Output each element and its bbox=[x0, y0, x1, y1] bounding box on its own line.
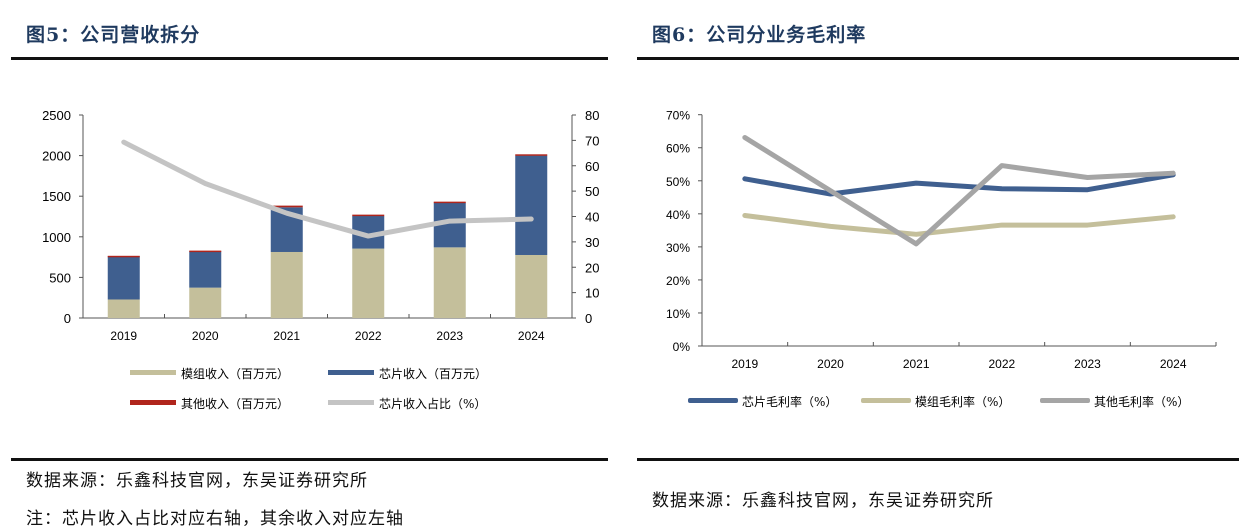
right-y-tick-label: 80 bbox=[585, 108, 599, 123]
right-y-tick-label: 30 bbox=[585, 235, 599, 250]
legend-label-chip-margin: 芯片毛利率（%） bbox=[742, 394, 837, 409]
chip-share-line bbox=[124, 142, 532, 236]
left-source-text: 数据来源：乐鑫科技官网，东吴证券研究所 bbox=[26, 466, 368, 491]
legend-swatch-chip-margin bbox=[688, 398, 738, 403]
bar-module-2020 bbox=[189, 288, 221, 318]
x-tick-label: 2024 bbox=[1160, 357, 1187, 371]
x-tick-label: 2019 bbox=[731, 357, 758, 371]
legend-swatch-1 bbox=[328, 370, 374, 375]
bar-module-2021 bbox=[271, 252, 303, 318]
bar-other-2022 bbox=[352, 215, 384, 217]
y-tick-label: 20% bbox=[666, 274, 690, 288]
bar-other-2024 bbox=[515, 154, 547, 156]
right-y-tick-label: 50 bbox=[585, 184, 599, 199]
left-note-text: 注：芯片收入占比对应右轴，其余收入对应左轴 bbox=[26, 504, 404, 529]
right-y-tick-label: 70 bbox=[585, 133, 599, 148]
bar-other-2020 bbox=[189, 251, 221, 253]
x-tick-label: 2024 bbox=[518, 329, 545, 343]
x-tick-label: 2020 bbox=[192, 329, 219, 343]
left-y-tick-label: 2500 bbox=[42, 108, 71, 123]
y-tick-label: 40% bbox=[666, 208, 690, 222]
left-source-rule bbox=[11, 458, 608, 461]
x-tick-label: 2019 bbox=[110, 329, 137, 343]
left-y-tick-label: 0 bbox=[64, 311, 71, 326]
bar-module-2024 bbox=[515, 255, 547, 318]
legend-label-other-margin: 其他毛利率（%） bbox=[1094, 394, 1189, 409]
legend-swatch-0 bbox=[130, 370, 176, 375]
module-margin-line bbox=[745, 215, 1173, 234]
bar-chip-2019 bbox=[108, 256, 140, 299]
gross-margin-chart: 0% 10% 20% 30% 40% 50% 60% 70% 2019 2020 2021 2022 2… bbox=[620, 0, 1239, 440]
y-tick-label: 30% bbox=[666, 241, 690, 255]
bar-chip-2020 bbox=[189, 251, 221, 287]
x-tick-label: 2020 bbox=[817, 357, 844, 371]
legend-label-module-margin: 模组毛利率（%） bbox=[915, 394, 1010, 409]
y-tick-label: 60% bbox=[666, 142, 690, 156]
y-tick-label: 70% bbox=[666, 109, 690, 123]
legend-swatch-3 bbox=[328, 400, 374, 405]
right-y-tick-label: 20 bbox=[585, 260, 599, 275]
right-y-tick-label: 40 bbox=[585, 210, 599, 225]
x-tick-label: 2023 bbox=[1074, 357, 1101, 371]
right-y-tick-label: 60 bbox=[585, 159, 599, 174]
revenue-breakdown-chart: 0 500 1000 1500 2000 2500 0 10 20 30 40 50 60 70 80 201… bbox=[0, 0, 620, 440]
legend-label-3: 芯片收入占比（%） bbox=[379, 396, 486, 411]
right-y-tick-label: 10 bbox=[585, 286, 599, 301]
right-source-rule bbox=[637, 458, 1239, 461]
y-tick-label: 10% bbox=[666, 307, 690, 321]
legend-swatch-module-margin bbox=[861, 398, 911, 403]
y-tick-label: 0% bbox=[673, 340, 691, 354]
x-tick-label: 2023 bbox=[436, 329, 463, 343]
bar-module-2022 bbox=[352, 249, 384, 318]
left-y-tick-label: 2000 bbox=[42, 149, 71, 164]
bar-other-2023 bbox=[434, 202, 466, 204]
bar-module-2023 bbox=[434, 247, 466, 318]
legend-label-2: 其他收入（百万元） bbox=[181, 397, 289, 411]
x-tick-label: 2022 bbox=[988, 357, 1015, 371]
bar-other-2019 bbox=[108, 256, 140, 257]
bar-module-2019 bbox=[108, 299, 140, 318]
left-y-tick-label: 1500 bbox=[42, 189, 71, 204]
legend-label-1: 芯片收入（百万元） bbox=[379, 367, 487, 381]
x-tick-label: 2022 bbox=[355, 329, 382, 343]
x-tick-label: 2021 bbox=[903, 357, 930, 371]
legend-label-0: 模组收入（百万元） bbox=[181, 367, 289, 381]
y-tick-label: 50% bbox=[666, 175, 690, 189]
legend-swatch-other-margin bbox=[1040, 398, 1090, 403]
left-y-tick-label: 500 bbox=[49, 270, 71, 285]
legend-swatch-2 bbox=[130, 400, 176, 405]
bar-chip-2024 bbox=[515, 156, 547, 255]
left-y-tick-label: 1000 bbox=[42, 230, 71, 245]
x-tick-label: 2021 bbox=[273, 329, 300, 343]
right-y-tick-label: 0 bbox=[585, 311, 592, 326]
right-source-text: 数据来源：乐鑫科技官网，东吴证券研究所 bbox=[652, 486, 994, 511]
